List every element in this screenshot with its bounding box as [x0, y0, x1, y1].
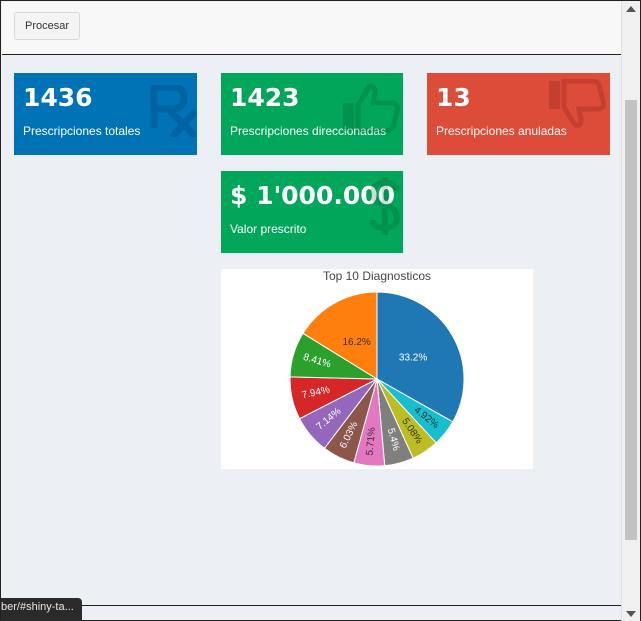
pie-slice-9[interactable]	[302, 291, 378, 380]
scroll-up-icon[interactable]	[626, 6, 636, 12]
toolbar: Procesar	[2, 2, 622, 55]
chart-title: Top 10 Diagnosticos	[322, 269, 432, 283]
value-box-number: $ 1'000.000	[230, 181, 396, 210]
value-box-number: 1436	[23, 83, 93, 112]
value-box-number: 1423	[230, 83, 300, 112]
divider	[2, 605, 622, 606]
value-box-label: Prescripciones totales	[23, 124, 141, 138]
value-box-label: Prescripciones direccionadas	[230, 124, 387, 138]
thumbs-up-icon	[343, 84, 400, 133]
diagnosis-pie-chart: Top 10 Diagnosticos 33.2% 4.92% 5.08% 5.4% 5…	[221, 269, 533, 469]
scrollbar-thumb[interactable]	[625, 100, 637, 540]
status-bar-url: ber/#shiny-ta...	[1, 598, 82, 621]
value-box-label: Prescripciones anuladas	[436, 124, 567, 138]
vertical-scrollbar[interactable]	[621, 1, 640, 621]
value-box-directed-prescriptions: 1423 Prescripciones direccionadas	[221, 73, 403, 155]
value-box-total-prescriptions: 1436 Prescripciones totales	[14, 73, 197, 155]
dollar-icon	[369, 177, 401, 235]
pie-slice-label-4: 5.71%	[365, 427, 379, 456]
value-box-prescribed-value: $ 1'000.000 Valor prescrito	[221, 171, 403, 253]
pie-svg: 33.2%4.92%5.08%5.4%5.71%6.03%7.14%7.94%8…	[289, 291, 465, 467]
value-box-label: Valor prescrito	[230, 222, 307, 236]
value-box-number: 13	[436, 83, 471, 112]
pie-slice-label-0: 33.2%	[399, 352, 427, 363]
pie-slice-0[interactable]	[376, 291, 465, 423]
value-box-cancelled-prescriptions: 13 Prescripciones anuladas	[427, 73, 610, 155]
process-button[interactable]: Procesar	[14, 12, 81, 40]
scroll-down-icon[interactable]	[626, 611, 636, 617]
rx-icon	[150, 85, 197, 137]
pie-slice-label-9: 16.2%	[342, 337, 370, 348]
thumbs-down-icon	[549, 79, 606, 128]
